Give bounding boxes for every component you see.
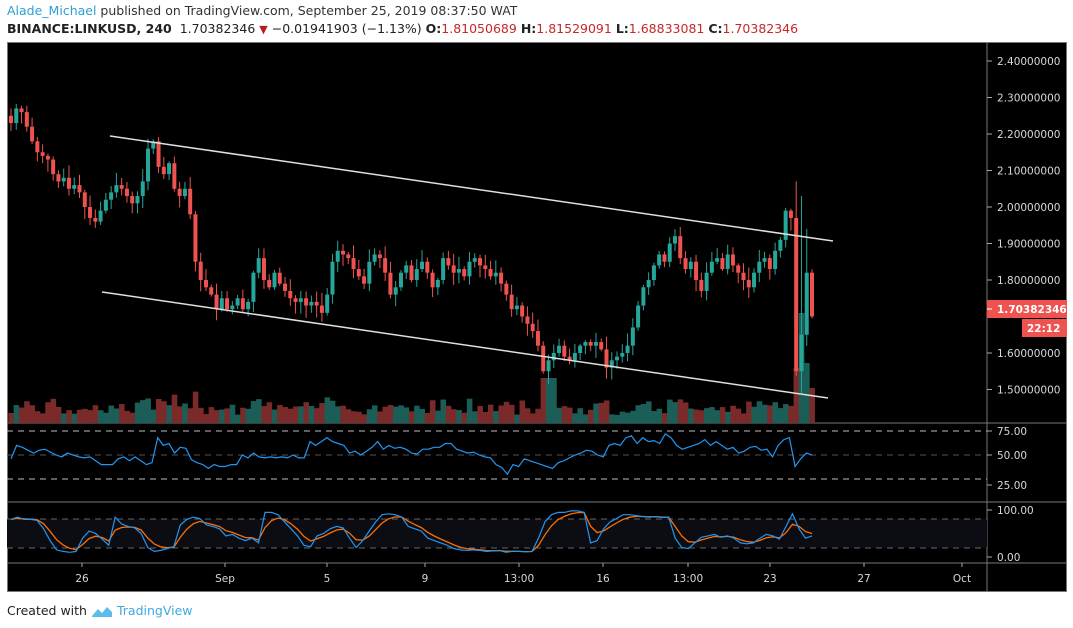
chart-frame — [7, 42, 1067, 592]
price-axis[interactable]: 2.40000000 2.30000000 2.20000000 2.10000000… — [987, 56, 1060, 397]
price-tick: 2.10000000 — [997, 166, 1060, 178]
symbol-legend: BINANCE:LINKUSD, 240 1.70382346 ▼ −0.019… — [7, 21, 798, 36]
stoch-d-line — [10, 511, 813, 553]
volume-bars — [8, 313, 815, 423]
tradingview-brand-link[interactable]: TradingView — [116, 603, 193, 618]
rsi-tick-25: 25.00 — [997, 480, 1027, 492]
time-tick: 27 — [857, 573, 870, 585]
time-tick: Oct — [953, 573, 971, 585]
countdown-tag — [1022, 319, 1067, 337]
stoch-k-line — [10, 510, 813, 553]
time-tick: 23 — [763, 573, 776, 585]
author-link[interactable]: Alade_Michael — [7, 3, 97, 18]
open-value: 1.81050689 — [441, 21, 517, 36]
price-tick: 1.50000000 — [997, 385, 1060, 397]
publish-info: Alade_Michael published on TradingView.c… — [7, 3, 517, 18]
current-price-label: 1.70382346 — [997, 304, 1067, 316]
price-tick: 1.90000000 — [997, 239, 1060, 251]
last-price: 1.70382346 — [179, 21, 256, 36]
candlesticks[interactable] — [9, 103, 814, 394]
close-value: 1.70382346 — [722, 21, 799, 36]
low-label: L: — [615, 21, 629, 36]
time-tick: 13:00 — [673, 573, 703, 585]
stoch-tick-0: 0.00 — [997, 552, 1020, 564]
stoch-band-fill — [7, 519, 987, 548]
down-arrow-icon: ▼ — [259, 23, 268, 36]
time-tick: 13:00 — [504, 573, 534, 585]
low-value: 1.68833081 — [628, 21, 705, 36]
time-axis[interactable]: 26 Sep 5 9 13:00 16 13:00 23 27 Oct — [75, 563, 971, 585]
created-with-text: Created with — [7, 603, 87, 618]
price-tick: 2.00000000 — [997, 202, 1060, 214]
close-label: C: — [708, 21, 723, 36]
price-tick: 2.30000000 — [997, 93, 1060, 105]
published-text: published on TradingView.com, September … — [100, 3, 518, 18]
rsi-tick-50: 50.00 — [997, 450, 1027, 462]
price-change: −0.01941903 (−1.13%) — [271, 21, 422, 36]
lower-channel-trendline[interactable] — [101, 291, 829, 399]
price-tick: 1.80000000 — [997, 275, 1060, 287]
footer: Created with TradingView — [7, 603, 193, 618]
price-tick: 2.40000000 — [997, 56, 1060, 68]
rsi-tick-75: 75.00 — [997, 426, 1027, 438]
time-tick: 16 — [596, 573, 610, 585]
time-tick: 9 — [422, 573, 429, 585]
time-tick: 5 — [324, 573, 331, 585]
upper-channel-trendline[interactable] — [109, 135, 834, 242]
open-label: O: — [425, 21, 442, 36]
price-tick: 1.60000000 — [997, 348, 1060, 360]
rsi-line — [10, 433, 813, 476]
stoch-tick-100: 100.00 — [997, 505, 1034, 517]
time-tick: 26 — [75, 573, 89, 585]
chart-canvas[interactable]: 2.40000000 2.30000000 2.20000000 2.10000000… — [7, 42, 1067, 592]
current-price-tag — [987, 300, 1067, 318]
high-label: H: — [520, 21, 537, 36]
countdown-label: 22:12 — [1027, 323, 1060, 335]
price-tick: 2.20000000 — [997, 129, 1060, 141]
high-value: 1.81529091 — [536, 21, 612, 36]
time-tick: Sep — [215, 573, 235, 585]
tradingview-logo-icon — [91, 606, 112, 617]
symbol-name[interactable]: BINANCE:LINKUSD, 240 — [7, 21, 172, 36]
